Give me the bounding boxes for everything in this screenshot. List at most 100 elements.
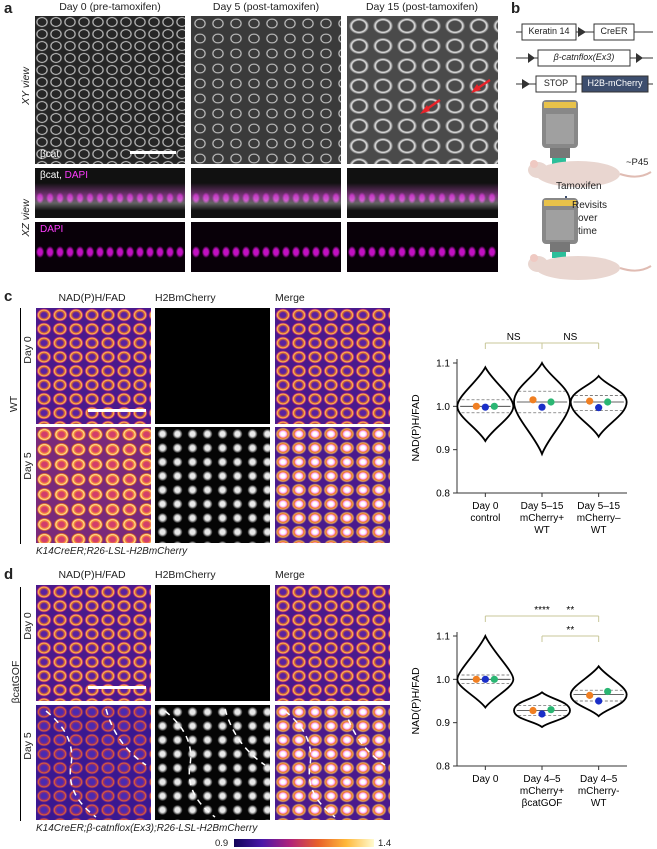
panel-a-label: a	[4, 0, 13, 17]
x-tick-label: Day 5–15	[577, 501, 620, 512]
d-title-h2b: H2BmCherry	[155, 569, 216, 581]
age-label: ~P45	[626, 157, 649, 168]
panel-d-label: d	[4, 566, 14, 583]
x-tick-label: Day 0	[472, 501, 499, 512]
xz-dapi-day5	[191, 222, 341, 272]
dashed-outline	[164, 708, 266, 818]
d-nadh-day0	[36, 585, 151, 701]
replicate-dot	[490, 402, 498, 410]
col-title-day5: Day 5 (post-tamoxifen)	[212, 1, 320, 13]
d-group-bracket	[20, 587, 21, 821]
replicate-dot	[529, 396, 537, 404]
d-nadh-day5	[36, 705, 151, 820]
violin-shape	[569, 374, 628, 439]
replicate-dot	[481, 675, 489, 683]
significance-label: NS	[507, 332, 521, 343]
panel-b-label: b	[511, 0, 521, 17]
x-tick-label: Day 4–5	[523, 774, 561, 785]
replicate-dot	[595, 404, 603, 412]
xy-image-day15	[347, 16, 498, 164]
c-row-day5: Day 5	[22, 452, 34, 480]
d-merge-day0	[275, 585, 390, 701]
c-nadh-day0	[36, 308, 151, 424]
replicate-dot	[490, 675, 498, 683]
keratin-label: Keratin 14	[528, 26, 570, 36]
tamoxifen-label: Tamoxifen	[556, 181, 602, 192]
replicate-dot	[595, 697, 603, 705]
replicate-dot	[481, 403, 489, 411]
y-tick-label: 0.9	[436, 718, 450, 729]
x-tick-label: mCherry+	[520, 513, 564, 524]
c-merge-day0	[275, 308, 390, 424]
d-row-day0: Day 0	[22, 612, 34, 640]
replicate-dot	[604, 687, 612, 696]
significance-label: ****	[534, 605, 550, 616]
replicate-dot	[604, 398, 612, 406]
y-tick-label: 0.9	[436, 445, 450, 456]
xz-merge-day0: βcat, DAPI	[35, 168, 185, 218]
catnflox-label: β-catnflox(Ex3)	[553, 52, 615, 62]
d-title-merge: Merge	[275, 569, 305, 581]
dashed-outline	[45, 708, 147, 818]
dapi-tag: DAPI	[40, 224, 64, 235]
c-title-nadh: NAD(P)H/FAD	[58, 292, 126, 304]
stop-label: STOP	[543, 78, 569, 88]
xz-merge-day5	[191, 168, 341, 218]
significance-label: **	[566, 625, 574, 636]
replicate-dot	[547, 398, 555, 406]
significance-label: NS	[563, 332, 577, 343]
y-axis-label: NAD(P)H/FAD	[410, 667, 422, 735]
c-h2b-day5	[155, 427, 270, 543]
colorbar-min: 0.9	[215, 838, 229, 849]
xz-merge-day15	[347, 168, 498, 218]
xy-image-day0: βcat	[35, 16, 185, 164]
scale-bar	[88, 686, 146, 689]
y-tick-label: 1.0	[436, 675, 450, 686]
bcat-dapi-tag-2: DAPI	[64, 170, 88, 181]
c-title-h2b: H2BmCherry	[155, 292, 216, 304]
significance-label: **	[566, 605, 574, 616]
c-group-bracket	[20, 308, 21, 544]
d-row-day5: Day 5	[22, 732, 34, 760]
replicate-dot	[547, 706, 555, 714]
scale-bar	[88, 409, 146, 412]
x-tick-label: Day 4–5	[580, 774, 618, 785]
red-arrows	[420, 78, 491, 114]
y-tick-label: 0.8	[436, 762, 450, 773]
x-tick-label: control	[470, 513, 500, 524]
c-merge-day5	[275, 427, 390, 543]
x-tick-label: Day 5–15	[521, 501, 564, 512]
colorbar	[234, 839, 374, 847]
d-h2b-day0	[155, 585, 270, 701]
y-tick-label: 1.1	[436, 359, 450, 370]
x-tick-label: mCherry+	[520, 786, 564, 797]
scale-bar	[130, 151, 176, 154]
colorbar-max: 1.4	[378, 838, 392, 849]
y-axis-label: NAD(P)H/FAD	[410, 394, 422, 462]
c-h2b-day0	[155, 308, 270, 424]
h2b-label: H2B-mCherry	[587, 78, 643, 88]
replicate-dot	[472, 402, 480, 410]
dashed-outline	[284, 708, 386, 818]
y-tick-label: 1.1	[436, 632, 450, 643]
violin-shape	[569, 664, 628, 718]
xy-image-day5	[191, 16, 341, 164]
d-h2b-day5	[155, 705, 270, 820]
creer-label: CreER	[600, 26, 628, 36]
x-tick-label: mCherry–	[577, 513, 621, 524]
c-row-day0: Day 0	[22, 336, 34, 364]
replicate-dot	[538, 710, 546, 718]
x-tick-label: WT	[591, 798, 607, 809]
col-title-day0: Day 0 (pre-tamoxifen)	[59, 1, 161, 13]
xy-view-label: XY view	[20, 67, 32, 105]
xz-dapi-day15	[347, 222, 498, 272]
d-genotype: K14CreER;β-catnflox(Ex3);R26-LSL-H2BmChe…	[36, 823, 258, 834]
x-tick-label: Day 0	[472, 774, 499, 785]
violin-shape	[456, 633, 515, 710]
violin-shape	[513, 361, 571, 457]
xz-view-label: XZ view	[20, 199, 32, 237]
replicate-dot	[472, 675, 480, 683]
replicate-dot	[586, 397, 594, 405]
